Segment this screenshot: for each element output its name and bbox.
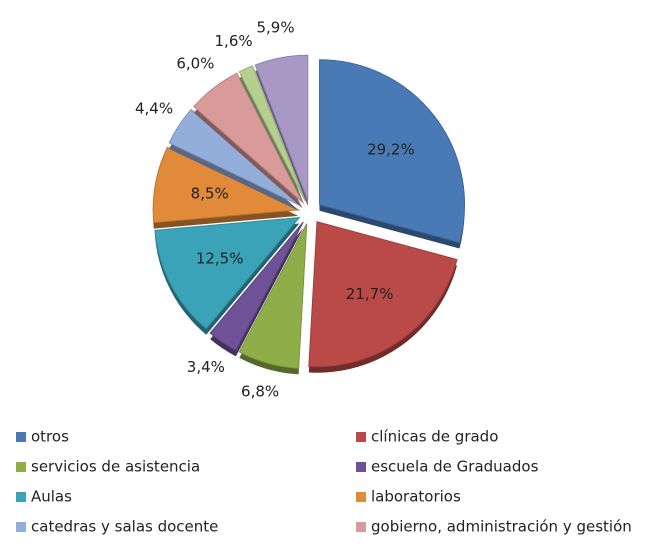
data-label: 21,7% <box>346 285 394 303</box>
data-label: 6,8% <box>241 383 279 401</box>
data-label: 12,5% <box>196 250 244 268</box>
legend-label: otros <box>31 428 69 446</box>
pie-slice <box>168 108 301 212</box>
slice-face <box>154 216 301 330</box>
legend-label: clínicas de grado <box>371 428 498 446</box>
data-label: 5,9% <box>256 19 294 37</box>
legend-label: catedras y salas docente <box>31 518 218 536</box>
pie-slice <box>209 221 304 357</box>
legend-swatch <box>356 522 366 532</box>
pie-slice <box>152 146 301 229</box>
slice-face <box>308 221 458 368</box>
legend-swatch <box>356 462 366 472</box>
pie-slice <box>238 65 306 208</box>
pie-slice <box>308 221 458 373</box>
legend-swatch <box>16 462 26 472</box>
data-label: 8,5% <box>191 184 229 202</box>
slice-face <box>209 221 304 352</box>
legend-label: Aulas <box>31 488 72 506</box>
legend-label: laboratorios <box>371 488 461 506</box>
legend-swatch <box>356 432 366 442</box>
data-label: 4,4% <box>135 99 173 117</box>
pie-slice <box>254 54 309 207</box>
data-label: 6,0% <box>176 55 214 73</box>
legend-swatch <box>16 522 26 532</box>
pie-slice <box>193 72 304 209</box>
slice-face <box>193 72 304 203</box>
slice-face <box>168 108 301 206</box>
slice-depth <box>239 71 306 208</box>
legend-swatch <box>356 492 366 502</box>
legend-label: servicios de asistencia <box>31 458 200 476</box>
slice-face <box>319 59 466 244</box>
pie-slice <box>319 59 466 249</box>
slice-face <box>152 146 301 224</box>
pie-slice <box>238 223 308 375</box>
slice-face <box>238 65 306 202</box>
legend-label: escuela de Graduados <box>371 458 539 476</box>
pie-slice <box>154 216 301 335</box>
legend-swatch <box>16 492 26 502</box>
slice-face <box>238 223 308 369</box>
legend-swatch <box>16 432 26 442</box>
data-label: 29,2% <box>367 141 415 159</box>
slice-face <box>254 54 309 201</box>
legend-label: gobierno, administración y gestión <box>371 518 632 536</box>
data-label: 1,6% <box>215 32 253 50</box>
data-label: 3,4% <box>187 358 225 376</box>
